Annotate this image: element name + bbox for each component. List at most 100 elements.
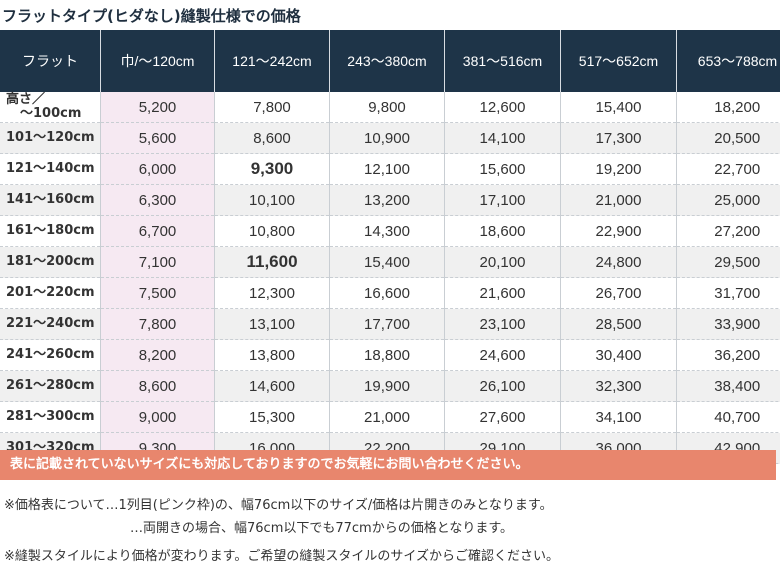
row-header-height: 281〜300cm — [0, 401, 101, 433]
price-cell: 19,900 — [329, 370, 445, 402]
price-cell: 26,100 — [444, 370, 561, 402]
table-row: 高さ／ 〜100cm 5,200 7,800 9,800 12,600 15,4… — [0, 92, 780, 123]
price-cell: 12,300 — [214, 277, 330, 309]
table-row: 121〜140cm 6,000 9,300 12,100 15,600 19,2… — [0, 153, 780, 185]
table-row: 221〜240cm 7,800 13,100 17,700 23,100 28,… — [0, 308, 780, 340]
table-row: 201〜220cm 7,500 12,300 16,600 21,600 26,… — [0, 277, 780, 309]
table-row: 101〜120cm 5,600 8,600 10,900 14,100 17,3… — [0, 122, 780, 154]
price-cell: 7,800 — [214, 92, 330, 123]
price-cell: 7,100 — [100, 246, 215, 278]
row-header-height: 161〜180cm — [0, 215, 101, 247]
price-cell: 10,800 — [214, 215, 330, 247]
price-cell: 28,500 — [560, 308, 677, 340]
price-cell: 16,600 — [329, 277, 445, 309]
note-sewing-style: ※縫製スタイルにより価格が変わります。ご希望の縫製スタイルのサイズからご確認くだ… — [4, 549, 559, 564]
price-cell: 18,200 — [676, 92, 780, 123]
row-header-line2: 〜100cm — [20, 106, 82, 121]
table-row: 281〜300cm 9,000 15,300 21,000 27,600 34,… — [0, 401, 780, 433]
header-cell: 381〜516cm — [444, 30, 561, 92]
price-cell: 38,400 — [676, 370, 780, 402]
price-cell: 40,700 — [676, 401, 780, 433]
price-cell: 22,700 — [676, 153, 780, 185]
row-header-height: 101〜120cm — [0, 122, 101, 154]
row-header-height: 201〜220cm — [0, 277, 101, 309]
table-row: 141〜160cm 6,300 10,100 13,200 17,100 21,… — [0, 184, 780, 216]
price-cell: 14,300 — [329, 215, 445, 247]
price-cell: 8,200 — [100, 339, 215, 371]
price-cell: 6,000 — [100, 153, 215, 185]
note-double-opening: …両開きの場合、幅76cm以下でも77cmからの価格となります。 — [130, 521, 514, 536]
table-row: 241〜260cm 8,200 13,800 18,800 24,600 30,… — [0, 339, 780, 371]
price-cell: 14,600 — [214, 370, 330, 402]
price-cell-highlight: 11,600 — [214, 246, 330, 278]
price-cell: 14,100 — [444, 122, 561, 154]
price-cell: 20,100 — [444, 246, 561, 278]
price-cell: 32,300 — [560, 370, 677, 402]
row-header-height: 261〜280cm — [0, 370, 101, 402]
price-cell: 7,500 — [100, 277, 215, 309]
table-row: 181〜200cm 7,100 11,600 15,400 20,100 24,… — [0, 246, 780, 278]
price-cell: 7,800 — [100, 308, 215, 340]
price-cell: 33,900 — [676, 308, 780, 340]
price-cell: 21,000 — [560, 184, 677, 216]
note-price-table: ※価格表について…1列目(ピンク枠)の、幅76cm以下のサイズ/価格は片開きのみ… — [4, 498, 553, 513]
price-cell: 24,800 — [560, 246, 677, 278]
header-row: フラット 巾/〜120cm 121〜242cm 243〜380cm 381〜51… — [0, 30, 780, 92]
contact-banner: 表に記載されていないサイズにも対応しておりますのでお気軽にお問い合わせください。 — [0, 450, 776, 480]
row-header-height: 221〜240cm — [0, 308, 101, 340]
price-cell: 10,100 — [214, 184, 330, 216]
price-cell: 25,000 — [676, 184, 780, 216]
price-cell: 17,300 — [560, 122, 677, 154]
price-cell-highlight: 9,300 — [214, 153, 330, 185]
price-cell: 29,500 — [676, 246, 780, 278]
price-cell: 15,300 — [214, 401, 330, 433]
price-cell: 26,700 — [560, 277, 677, 309]
price-cell: 6,300 — [100, 184, 215, 216]
row-header-line1: 高さ／ — [6, 92, 46, 107]
price-cell: 21,000 — [329, 401, 445, 433]
price-cell: 8,600 — [214, 122, 330, 154]
price-cell: 10,900 — [329, 122, 445, 154]
price-cell: 8,600 — [100, 370, 215, 402]
row-header-height: 121〜140cm — [0, 153, 101, 185]
row-header-height: 241〜260cm — [0, 339, 101, 371]
price-cell: 5,200 — [100, 92, 215, 123]
price-cell: 9,000 — [100, 401, 215, 433]
price-cell: 5,600 — [100, 122, 215, 154]
price-cell: 24,600 — [444, 339, 561, 371]
price-cell: 12,600 — [444, 92, 561, 123]
price-cell: 27,200 — [676, 215, 780, 247]
price-cell: 27,600 — [444, 401, 561, 433]
price-cell: 19,200 — [560, 153, 677, 185]
price-cell: 30,400 — [560, 339, 677, 371]
header-cell: 巾/〜120cm — [100, 30, 215, 92]
header-cell: フラット — [0, 30, 101, 92]
price-cell: 31,700 — [676, 277, 780, 309]
header-cell: 517〜652cm — [560, 30, 677, 92]
price-cell: 15,600 — [444, 153, 561, 185]
header-cell: 121〜242cm — [214, 30, 330, 92]
price-cell: 34,100 — [560, 401, 677, 433]
price-table: フラット 巾/〜120cm 121〜242cm 243〜380cm 381〜51… — [0, 30, 780, 464]
price-cell: 9,800 — [329, 92, 445, 123]
price-cell: 13,100 — [214, 308, 330, 340]
page-title: フラットタイプ(ヒダなし)縫製仕様での価格 — [2, 7, 301, 25]
price-cell: 13,200 — [329, 184, 445, 216]
price-cell: 13,800 — [214, 339, 330, 371]
price-cell: 6,700 — [100, 215, 215, 247]
price-cell: 18,600 — [444, 215, 561, 247]
price-cell: 15,400 — [329, 246, 445, 278]
row-header-height: 141〜160cm — [0, 184, 101, 216]
price-cell: 17,100 — [444, 184, 561, 216]
price-cell: 18,800 — [329, 339, 445, 371]
price-cell: 20,500 — [676, 122, 780, 154]
price-cell: 17,700 — [329, 308, 445, 340]
price-cell: 22,900 — [560, 215, 677, 247]
price-cell: 21,600 — [444, 277, 561, 309]
price-cell: 12,100 — [329, 153, 445, 185]
price-cell: 36,200 — [676, 339, 780, 371]
row-header-height: 181〜200cm — [0, 246, 101, 278]
header-cell: 243〜380cm — [329, 30, 445, 92]
price-cell: 23,100 — [444, 308, 561, 340]
row-header-height: 高さ／ 〜100cm — [0, 92, 101, 123]
